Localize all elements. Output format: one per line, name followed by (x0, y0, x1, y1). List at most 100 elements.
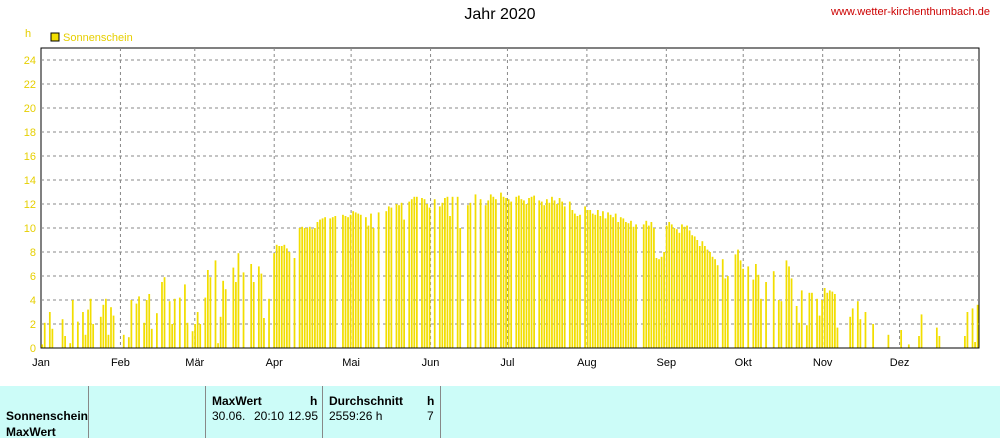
bar (110, 307, 112, 348)
month-tick-label: Mär (185, 357, 204, 369)
bar (650, 222, 653, 348)
bar (280, 246, 283, 348)
bar (757, 274, 760, 348)
bar (701, 241, 704, 348)
site-link[interactable]: www.wetter-kirchenthumbach.de (831, 6, 990, 18)
bar (145, 300, 148, 348)
bar (451, 196, 454, 348)
bar (469, 202, 472, 348)
bar (670, 224, 673, 348)
bar (538, 200, 541, 348)
bar (89, 298, 92, 348)
month-tick-label: Jan (32, 357, 50, 369)
bar (872, 324, 874, 348)
bar (834, 294, 836, 348)
y-tick-label: 0 (30, 343, 36, 355)
month-tick-label: Mai (342, 357, 360, 369)
bar (520, 199, 523, 348)
max-value: 12.95 (288, 409, 319, 423)
bar (387, 206, 390, 348)
bar (609, 214, 612, 348)
bar (206, 270, 209, 348)
bar (556, 204, 558, 348)
bar (515, 196, 518, 348)
bar (184, 284, 186, 348)
month-tick-label: Apr (266, 357, 283, 369)
bar (523, 200, 525, 348)
bar (51, 328, 54, 348)
bar (530, 196, 533, 348)
bar (686, 225, 688, 348)
bar (191, 331, 194, 348)
bar (150, 328, 153, 348)
bar (196, 312, 199, 348)
row-label-column: Sonnenschein MaxWert (0, 386, 89, 439)
bar (413, 196, 416, 348)
bar (828, 290, 831, 348)
bar (964, 336, 966, 348)
bar (540, 201, 543, 348)
bar (826, 292, 829, 348)
summary-table: Sonnenschein MaxWert MaxWert h 30.06. 20… (0, 386, 1000, 439)
bar (329, 218, 332, 348)
bar (278, 246, 281, 348)
bar (359, 214, 362, 348)
bar (331, 217, 334, 348)
month-tick-label: Dez (890, 357, 910, 369)
bar (76, 321, 79, 348)
bar (589, 210, 592, 348)
bar (423, 199, 426, 348)
bar (199, 324, 202, 348)
bar (342, 214, 344, 348)
month-tick-label: Aug (577, 357, 597, 369)
bar (492, 196, 495, 348)
bar (479, 199, 482, 348)
bar (716, 265, 719, 348)
bar (242, 272, 245, 348)
bar (403, 219, 405, 348)
bar (737, 249, 739, 348)
bar (507, 199, 510, 348)
bar (673, 228, 676, 348)
bar (724, 278, 727, 348)
bar (168, 301, 171, 348)
bar (683, 226, 686, 348)
plot-area (40, 47, 980, 349)
bar (349, 214, 352, 348)
bar (178, 297, 181, 348)
bar (558, 198, 561, 348)
bar (627, 223, 630, 348)
bar (760, 298, 762, 348)
max-column: MaxWert h 30.06. 20:10 12.95 (206, 386, 323, 438)
bar (319, 219, 321, 348)
bar (214, 260, 217, 348)
bar (105, 298, 107, 348)
y-tick-label: 14 (24, 175, 36, 187)
bar (252, 282, 255, 348)
bar (487, 200, 490, 348)
bar (293, 258, 296, 348)
bar (505, 198, 507, 348)
bar (426, 204, 428, 348)
bar (344, 216, 347, 348)
bar (798, 322, 801, 348)
bar (428, 207, 431, 348)
bar (400, 202, 403, 348)
bar (617, 222, 620, 348)
bar (433, 199, 436, 348)
bar (288, 252, 291, 348)
bar (849, 316, 852, 348)
bar (138, 296, 140, 348)
bar (971, 308, 974, 348)
bar (357, 213, 360, 348)
bar (209, 277, 212, 348)
bar (856, 301, 859, 348)
bar (502, 196, 505, 348)
bar (301, 226, 304, 348)
bar (466, 205, 469, 348)
bar (709, 252, 711, 348)
bar (306, 228, 309, 348)
bar (421, 198, 423, 348)
month-tick-label: Feb (111, 357, 130, 369)
month-tick-label: Jun (422, 357, 440, 369)
